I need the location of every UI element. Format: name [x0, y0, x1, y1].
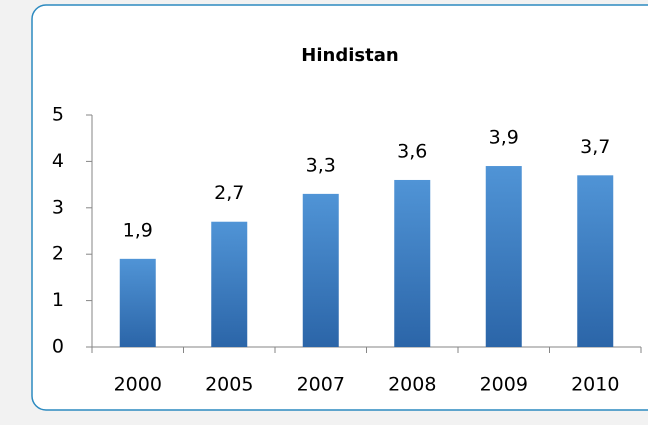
data-label: 2,7	[214, 182, 244, 204]
data-label: 3,3	[306, 154, 336, 176]
bar	[119, 258, 156, 347]
data-label: 3,7	[580, 136, 610, 158]
data-label: 3,6	[397, 140, 427, 162]
y-tick-label: 3	[52, 196, 64, 218]
x-tick-label: 2005	[205, 374, 253, 396]
bar	[577, 175, 614, 347]
data-label: 1,9	[123, 219, 153, 241]
chart-title: Hindistan	[301, 45, 398, 66]
x-tick-label: 2009	[480, 374, 528, 396]
y-tick-label: 1	[52, 289, 64, 311]
y-tick-label: 0	[52, 336, 64, 358]
bar	[485, 166, 522, 347]
x-tick-label: 2000	[114, 374, 162, 396]
data-label: 3,9	[489, 127, 519, 149]
bar	[211, 221, 248, 347]
y-tick-label: 2	[52, 243, 64, 265]
y-tick-label: 5	[52, 104, 64, 126]
x-tick-label: 2007	[297, 374, 345, 396]
x-tick-label: 2008	[388, 374, 436, 396]
bar	[302, 193, 339, 347]
bar	[394, 179, 431, 347]
x-tick-label: 2010	[571, 374, 619, 396]
y-tick-label: 4	[52, 150, 64, 172]
